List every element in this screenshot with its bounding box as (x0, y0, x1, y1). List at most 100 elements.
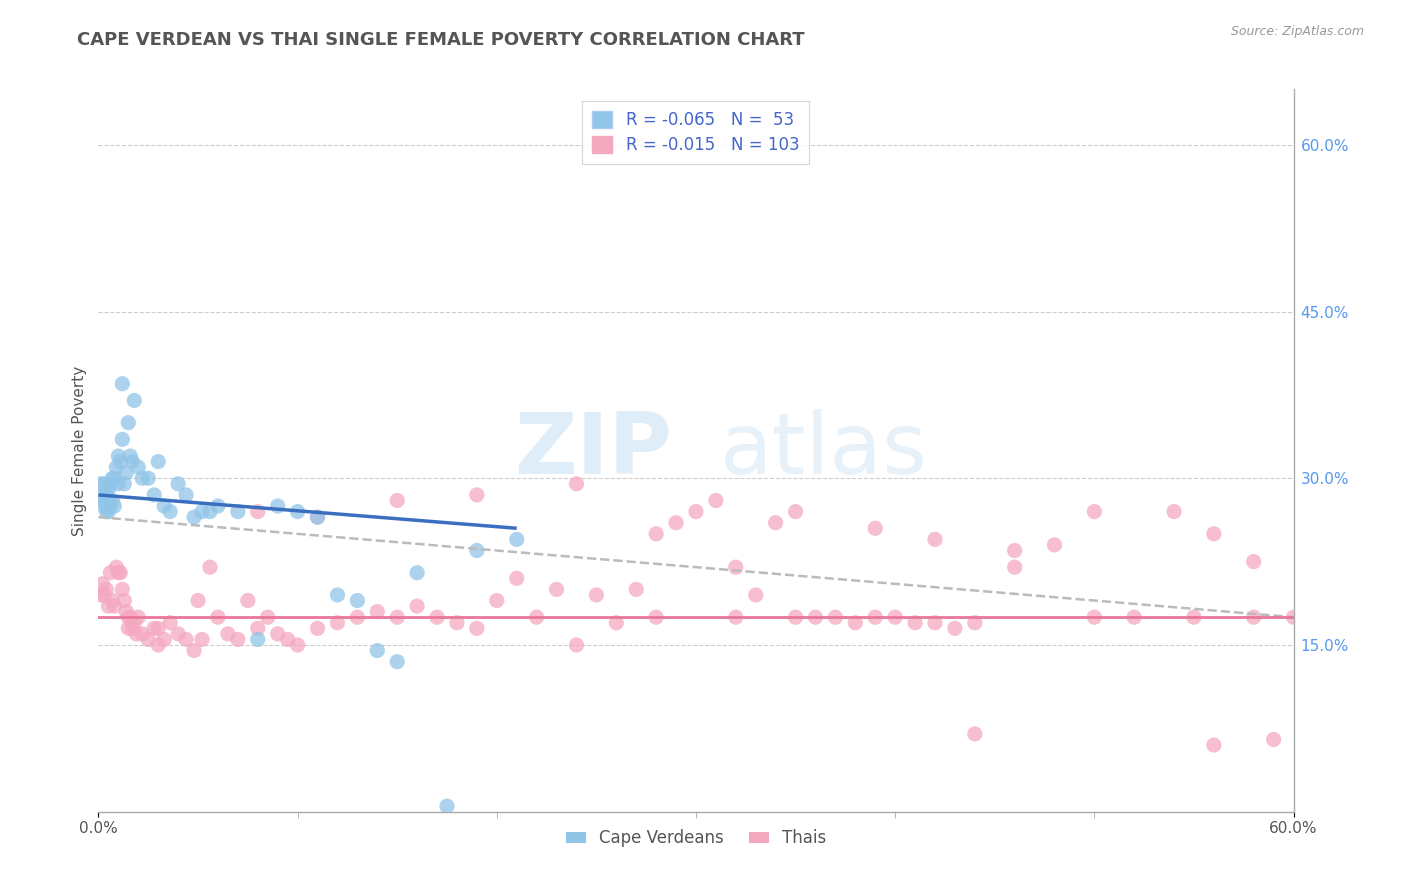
Point (943, 621, 966, 635)
Point (96, 505, 118, 519)
Point (1302, 571, 1324, 585)
Point (110, 454, 132, 468)
Point (287, 638, 309, 652)
Point (112, 476, 135, 491)
Point (824, 610, 846, 624)
Point (385, 655, 409, 669)
Point (665, 516, 688, 530)
Point (1243, 555, 1265, 569)
Point (924, 615, 946, 630)
Point (120, 610, 142, 624)
Point (103, 499, 125, 513)
Point (1083, 505, 1105, 519)
Point (148, 454, 170, 468)
Point (465, 488, 488, 502)
Point (924, 533, 946, 547)
Point (115, 466, 138, 480)
Point (105, 460, 128, 475)
Point (506, 571, 529, 585)
Point (131, 471, 153, 485)
Point (585, 588, 607, 602)
Point (724, 610, 747, 624)
Point (1043, 538, 1066, 552)
Point (107, 476, 129, 491)
Point (198, 505, 221, 519)
Point (246, 505, 269, 519)
Point (207, 499, 229, 513)
Point (187, 593, 209, 607)
Point (124, 393, 146, 408)
Point (267, 499, 290, 513)
Point (148, 638, 170, 652)
Point (101, 471, 124, 485)
Point (1083, 610, 1105, 624)
Point (1202, 526, 1225, 541)
Point (107, 566, 129, 580)
Point (645, 526, 668, 541)
Point (385, 610, 409, 624)
Text: ZIP: ZIP (515, 409, 672, 492)
Point (704, 493, 727, 508)
Point (745, 588, 768, 602)
Point (127, 610, 149, 624)
Point (159, 615, 181, 630)
Point (167, 627, 190, 641)
Point (326, 588, 349, 602)
Point (101, 493, 124, 508)
Point (865, 610, 887, 624)
Point (143, 488, 166, 502)
Point (107, 449, 129, 463)
Point (426, 610, 449, 624)
Point (844, 615, 866, 630)
Point (127, 460, 149, 475)
Point (307, 621, 329, 635)
Point (236, 593, 259, 607)
Point (465, 621, 488, 635)
Point (904, 615, 927, 630)
Point (174, 488, 197, 502)
Y-axis label: Single Female Poverty: Single Female Poverty (72, 366, 87, 535)
Point (121, 621, 143, 635)
Point (153, 499, 176, 513)
Point (785, 505, 807, 519)
Point (97, 599, 120, 613)
Point (645, 610, 668, 624)
Point (115, 605, 138, 619)
Point (93, 588, 115, 602)
Point (287, 505, 309, 519)
Point (89, 588, 111, 602)
Point (98, 499, 122, 513)
Point (346, 593, 368, 607)
Point (159, 505, 181, 519)
Point (91, 488, 114, 502)
Point (117, 416, 139, 430)
Point (174, 632, 197, 647)
Point (1182, 610, 1205, 624)
Point (267, 627, 290, 641)
Point (89, 476, 111, 491)
Point (685, 505, 707, 519)
Point (963, 615, 986, 630)
Point (191, 632, 214, 647)
Point (1123, 610, 1146, 624)
Point (117, 621, 139, 635)
Point (307, 510, 329, 524)
Legend: Cape Verdeans, Thais: Cape Verdeans, Thais (560, 822, 832, 854)
Point (1202, 738, 1225, 752)
Point (565, 476, 588, 491)
Point (465, 543, 488, 558)
Point (765, 516, 787, 530)
Point (326, 615, 349, 630)
Point (256, 610, 278, 624)
Point (98, 566, 122, 580)
Point (125, 627, 148, 641)
Point (1263, 732, 1285, 747)
Point (136, 471, 159, 485)
Point (121, 454, 143, 468)
Point (406, 599, 429, 613)
Point (93, 476, 115, 491)
Point (101, 593, 124, 607)
Point (110, 566, 132, 580)
Point (207, 610, 229, 624)
Point (246, 621, 269, 635)
